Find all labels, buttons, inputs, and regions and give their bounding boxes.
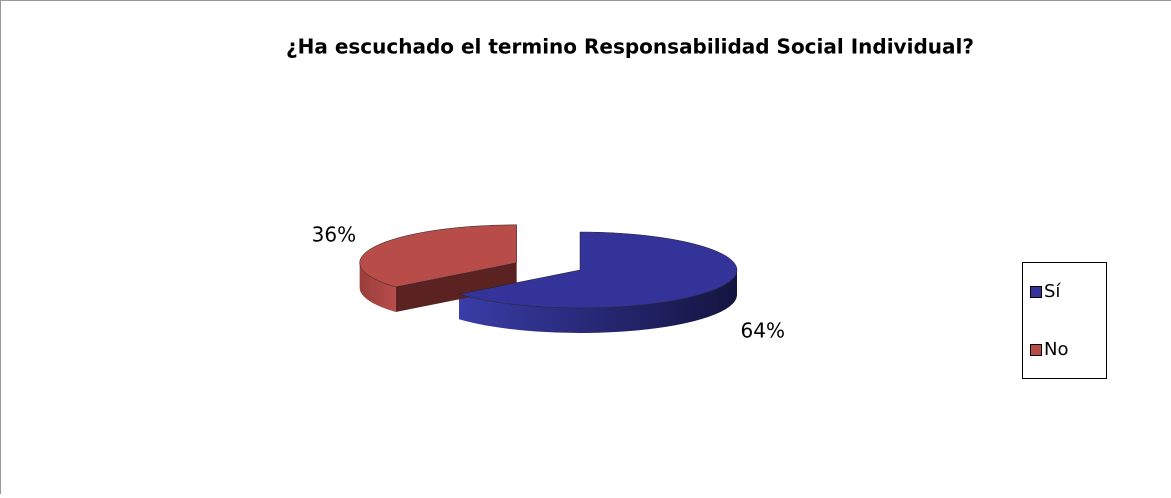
- legend-box: [1023, 263, 1107, 379]
- legend-swatch: [1031, 287, 1042, 298]
- legend-label: Sí: [1044, 281, 1061, 302]
- legend-label: No: [1044, 339, 1068, 360]
- data-label: 64%: [741, 318, 785, 342]
- data-label: 36%: [312, 222, 356, 246]
- chart-title: ¿Ha escuchado el termino Responsabilidad…: [286, 35, 974, 59]
- legend-swatch: [1031, 345, 1042, 356]
